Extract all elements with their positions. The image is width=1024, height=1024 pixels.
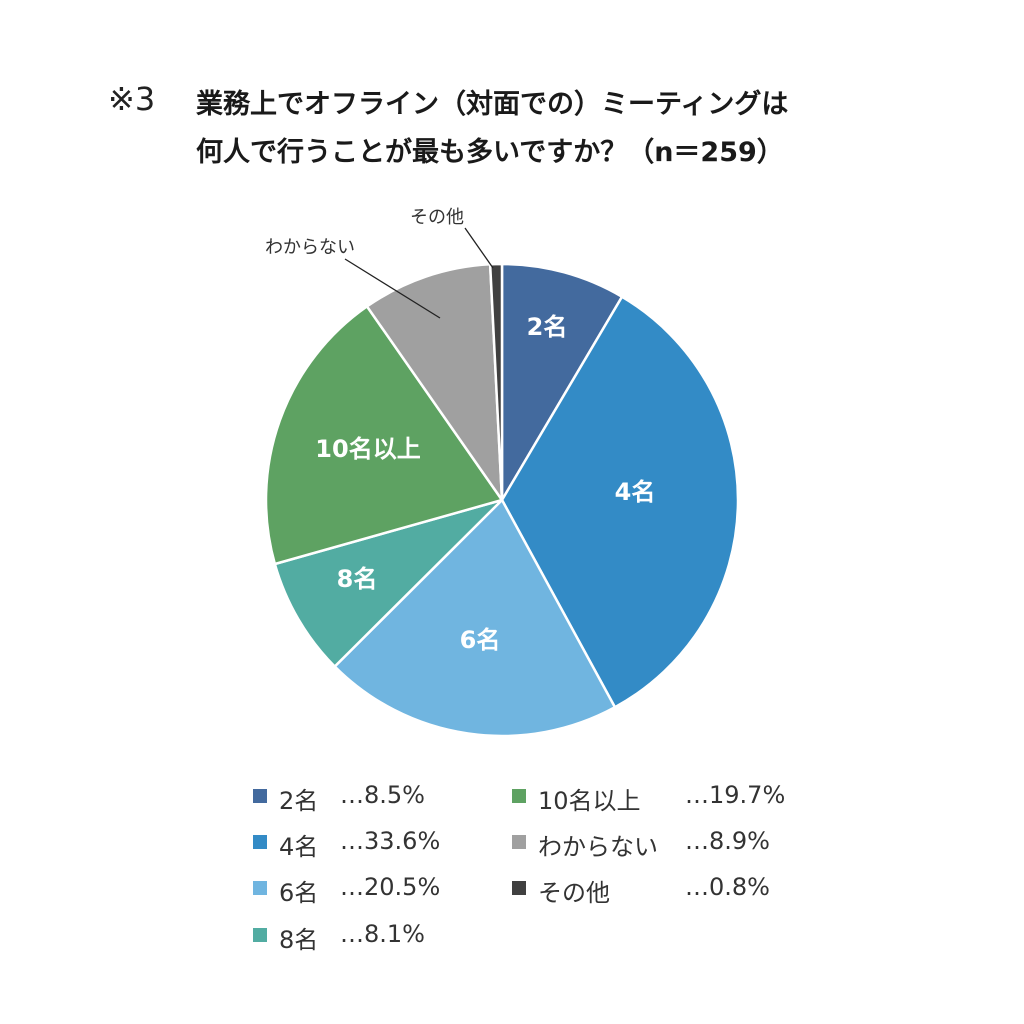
legend-value-7: …0.8% [685,873,770,901]
pie-slice-2 [500,295,740,709]
leader-line-6 [344,258,441,319]
legend-value-6: …8.9% [685,827,770,855]
legend-label-1: 2名 [279,787,319,815]
slice-label-6: わからない [265,237,355,258]
legend-value-3: …20.5% [340,873,441,901]
title-prefix: ※3 [108,80,156,118]
legend-swatch-7 [512,881,526,895]
chart-title-line1: 業務上でオフライン（対面での）ミーティングは [196,89,789,120]
legend-swatch-4 [253,928,267,942]
legend-value-1: …8.5% [340,781,425,809]
legend-label-7: その他 [538,879,610,907]
legend-label-3: 6名 [279,879,319,907]
legend-label-6: わからない [538,833,658,861]
slice-label-4: 8名 [337,565,378,593]
pie-slice-3 [333,498,617,738]
legend-label-2: 4名 [279,833,319,861]
slice-label-7: その他 [410,207,464,228]
legend-label-4: 8名 [279,926,319,954]
slice-label-5: 10名以上 [315,435,420,463]
legend-swatch-5 [512,789,526,803]
chart-title-line2: 何人で行うことが最も多いですか？（n＝259） [196,137,784,168]
legend-swatch-3 [253,881,267,895]
pie-slice-5 [264,305,504,566]
slice-label-3: 6名 [460,626,501,654]
legend-value-5: …19.7% [685,781,786,809]
slice-label-1: 2名 [527,313,568,341]
pie-slice-6 [365,263,504,502]
leader-line-7 [464,227,494,269]
legend-swatch-2 [253,835,267,849]
pie-slice-1 [500,262,624,502]
slice-label-2: 4名 [615,478,656,506]
legend-swatch-6 [512,835,526,849]
legend-swatch-1 [253,789,267,803]
legend-label-5: 10名以上 [538,787,641,815]
pie-slice-4 [273,498,504,668]
legend-value-2: …33.6% [340,827,441,855]
legend-value-4: …8.1% [340,920,425,948]
